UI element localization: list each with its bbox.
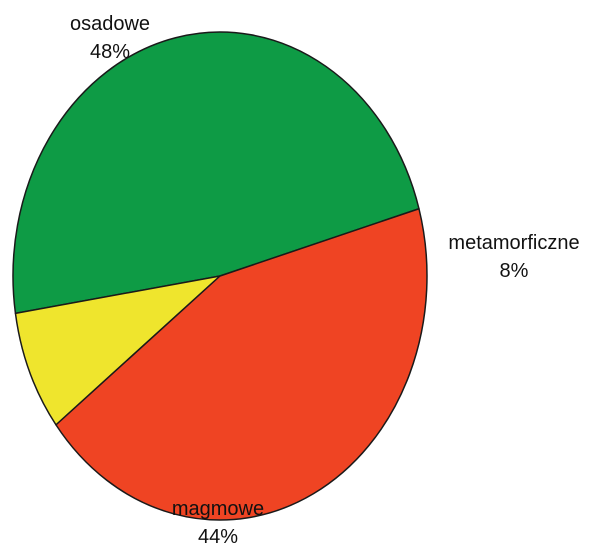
slice-label-magmowe: magmowe 44%: [172, 498, 264, 548]
pie-slice-metamorficzne: [14, 275, 221, 426]
slice-percent-metamorficzne: 8%: [500, 260, 529, 282]
slice-percent-osadowe: 48%: [90, 41, 130, 63]
pie-slice-magmowe: [55, 207, 428, 521]
slice-name-magmowe: magmowe: [172, 498, 264, 520]
slice-label-osadowe: osadowe 48%: [70, 13, 150, 63]
slice-name-metamorficzne: metamorficzne: [448, 232, 579, 254]
slice-label-metamorficzne: metamorficzne 8%: [448, 232, 579, 282]
slice-name-osadowe: osadowe: [70, 13, 150, 35]
pie-slices: [12, 31, 428, 521]
slice-percent-magmowe: 44%: [198, 526, 238, 548]
